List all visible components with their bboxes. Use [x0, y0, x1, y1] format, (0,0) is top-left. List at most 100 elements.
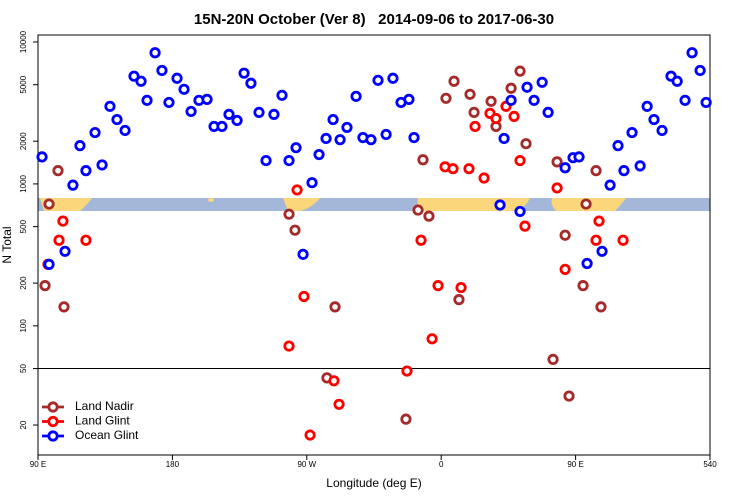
- y-tick-label: 1000: [19, 174, 28, 192]
- point: [656, 124, 668, 137]
- point: [223, 108, 235, 120]
- point: [290, 142, 302, 154]
- point: [580, 198, 592, 210]
- point: [415, 234, 427, 246]
- point: [58, 301, 70, 313]
- point: [283, 208, 295, 220]
- land: [208, 198, 214, 202]
- point: [408, 131, 420, 144]
- point: [334, 134, 346, 146]
- point: [43, 258, 55, 270]
- point: [447, 163, 459, 175]
- legend-label: Ocean Glint: [75, 428, 139, 442]
- point: [686, 47, 698, 59]
- point: [401, 365, 413, 377]
- point: [536, 76, 548, 88]
- point: [519, 220, 531, 232]
- y-tick-label: 10000: [19, 30, 28, 53]
- point: [327, 113, 339, 126]
- point: [595, 301, 607, 313]
- legend-marker: [47, 430, 59, 442]
- point: [276, 89, 288, 101]
- point: [96, 159, 108, 171]
- point: [387, 72, 399, 84]
- point: [679, 94, 691, 106]
- point: [304, 429, 316, 441]
- point: [141, 94, 153, 106]
- point: [577, 280, 589, 292]
- point: [283, 340, 295, 352]
- point: [485, 95, 497, 107]
- point: [514, 205, 526, 218]
- point: [149, 47, 161, 59]
- point: [547, 353, 559, 366]
- point: [313, 148, 325, 161]
- point: [494, 199, 506, 211]
- point: [328, 375, 340, 387]
- point: [111, 113, 123, 126]
- point: [57, 215, 69, 227]
- point: [104, 100, 116, 112]
- point: [508, 110, 520, 123]
- y-tick-label: 100: [19, 319, 28, 333]
- point: [216, 120, 228, 133]
- point: [80, 234, 92, 246]
- legend-marker: [47, 415, 59, 428]
- point: [403, 93, 415, 105]
- point: [245, 77, 257, 89]
- ocean-strip: [38, 198, 710, 211]
- point: [341, 121, 353, 134]
- point: [53, 234, 65, 246]
- point: [333, 398, 345, 410]
- point: [289, 224, 301, 236]
- point: [178, 83, 190, 95]
- point: [59, 245, 71, 257]
- x-tick-label: 0: [439, 460, 444, 469]
- point: [671, 75, 683, 87]
- point: [283, 154, 295, 167]
- point: [201, 93, 213, 105]
- point: [694, 64, 706, 77]
- point: [453, 294, 465, 306]
- land: [283, 198, 320, 211]
- point: [268, 108, 280, 120]
- point: [52, 165, 64, 177]
- y-tick-label: 50: [19, 364, 28, 373]
- point: [350, 90, 362, 102]
- point: [329, 301, 341, 313]
- point: [464, 88, 476, 100]
- point: [380, 128, 392, 141]
- point: [455, 281, 467, 294]
- point: [490, 112, 502, 125]
- point: [423, 210, 435, 222]
- point: [412, 204, 424, 216]
- point: [448, 75, 460, 87]
- point: [593, 215, 605, 227]
- point: [417, 154, 429, 166]
- legend-label: Land Nadir: [75, 399, 134, 413]
- map-strip: [38, 198, 710, 211]
- point: [185, 105, 197, 118]
- y-tick-label: 200: [19, 276, 28, 290]
- point: [700, 96, 712, 109]
- point: [67, 179, 79, 191]
- point: [542, 106, 554, 119]
- point: [618, 165, 630, 177]
- point: [119, 124, 131, 137]
- point: [432, 280, 444, 292]
- point: [298, 290, 310, 303]
- point: [74, 140, 86, 152]
- point: [478, 172, 490, 184]
- point: [596, 245, 608, 257]
- point: [559, 229, 571, 241]
- point: [626, 126, 638, 139]
- point: [559, 162, 571, 174]
- point: [573, 151, 585, 163]
- point: [80, 165, 92, 177]
- point: [521, 81, 533, 93]
- y-axis-label: N Total: [0, 226, 14, 263]
- point: [135, 75, 147, 87]
- point: [505, 94, 517, 106]
- land: [417, 198, 530, 211]
